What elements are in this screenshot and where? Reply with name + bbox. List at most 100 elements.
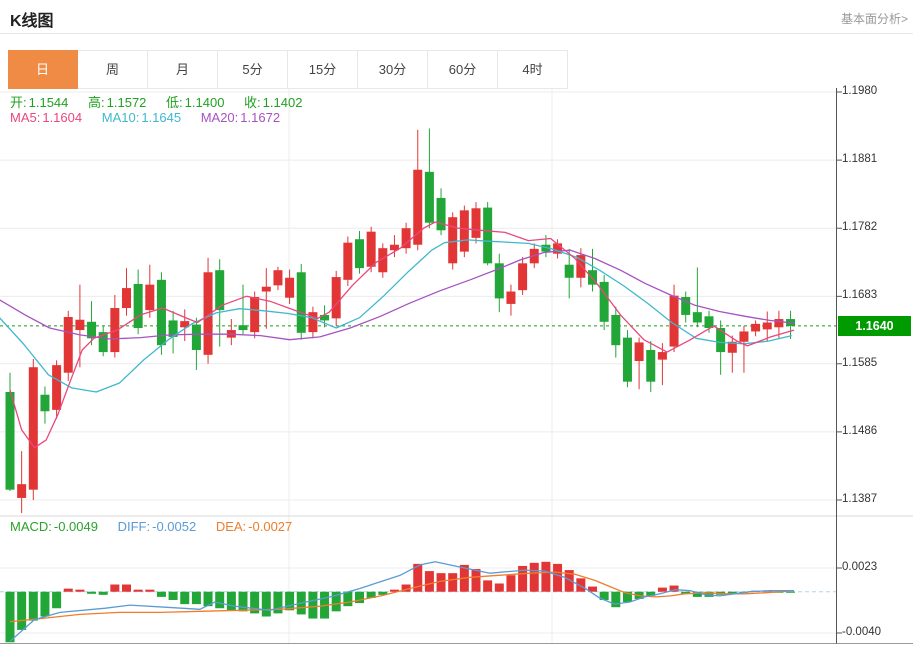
indicator-line [9,561,794,642]
candle [576,255,586,278]
ohlc-readout: 开: 1.1544 高: 1.1572 低: 1.1400 收: 1.1402 [10,92,304,111]
candle [110,308,120,353]
ma-readout: MA5: 1.1604 MA10: 1.1645 MA20: 1.1672 [10,110,282,125]
macd-bar [611,591,621,608]
candle [215,270,225,311]
macd-bar [669,585,679,592]
candle [63,316,73,373]
candle [17,484,27,498]
candle [692,312,702,323]
tab-30min[interactable]: 30分 [358,51,428,88]
tab-daily[interactable]: 日 [8,50,78,89]
tab-5min[interactable]: 5分 [218,51,288,88]
candle [87,321,97,339]
candle [588,270,597,285]
macd-bar [238,591,248,612]
candle [494,263,504,299]
tab-15min[interactable]: 15分 [288,51,358,88]
macd-bar [308,591,318,619]
macd-bar [366,591,376,598]
fundamental-analysis-link[interactable]: 基本面分析> [840,12,908,26]
candle [52,365,62,410]
macd-bar [436,573,446,592]
candle [471,208,481,238]
macd-bar [378,591,388,595]
candle [40,394,50,412]
candle [669,295,679,347]
candle [366,231,376,267]
candle [145,284,155,311]
macd-bar [28,591,38,621]
candle [355,239,364,269]
candle [191,324,201,351]
macd-bar [343,591,353,607]
ma5-label: MA5: [10,110,41,125]
ma20-value: 1.1672 [240,110,281,125]
macd-bar [506,575,516,592]
dea-label: DEA: [215,519,247,534]
macd-bar [122,584,131,592]
macd-bar [203,591,213,607]
close-value: 1.1402 [262,95,303,110]
macd-bar [448,573,458,592]
diff-value: -0.0052 [152,519,197,534]
macd-bar [413,563,423,592]
macd-bar [692,591,702,597]
tab-4hour[interactable]: 4时 [498,51,567,88]
dea-value: -0.0027 [248,519,293,534]
macd-bar [355,591,364,604]
macd-bar [786,591,796,593]
price-axis-label: 1.1387 [842,493,878,505]
macd-bar [168,591,178,600]
candle [389,244,399,251]
macd-bar [646,591,656,596]
tab-60min[interactable]: 60分 [428,51,498,88]
indicator-line [9,571,795,623]
ma5-value: 1.1604 [42,110,83,125]
interval-tabs: 日 周 月 5分 15分 30分 60分 4时 [8,50,568,89]
ma10-label: MA10: [101,110,140,125]
price-axis-label: 1.1585 [842,356,878,369]
tab-weekly[interactable]: 周 [78,51,148,88]
candle [611,314,621,346]
candle [250,297,260,333]
candle [436,197,446,231]
candle [285,277,295,298]
ma10-value: 1.1645 [141,110,182,125]
macd-bar [110,584,120,592]
macd-bar [52,591,62,609]
macd-readout: MACD: -0.0049 DIFF: -0.0052 DEA: -0.0027 [10,519,294,534]
macd-bar [215,591,225,609]
macd-bar [75,589,85,592]
candle [413,169,423,245]
candle [273,270,283,286]
macd-bar [471,569,481,592]
candle [506,291,516,304]
macd-bar [657,587,667,592]
candle [180,321,190,328]
macd-bar [331,591,341,612]
macd-bar [588,586,597,592]
macd-bar [401,584,411,592]
price-axis-label: 1.1782 [842,221,878,234]
diff-label: DIFF: [117,519,151,534]
candle [378,248,388,273]
tab-monthly[interactable]: 月 [148,51,218,88]
macd-bar [5,591,15,643]
candle [401,228,411,249]
ma20-label: MA20: [200,110,239,125]
macd-bar [180,591,190,605]
macd-axis-label: 0.0023 [842,561,878,573]
price-axis-label: 1.1683 [842,289,878,302]
price-axis-label: 1.1980 [842,85,878,97]
macd-bar [273,591,283,614]
macd-bar [261,591,271,617]
candle [331,277,341,319]
open-label: 开: [10,95,27,110]
macd-bar [226,591,236,611]
macd-bar [541,561,551,592]
candle [727,341,737,353]
candle [564,264,574,278]
